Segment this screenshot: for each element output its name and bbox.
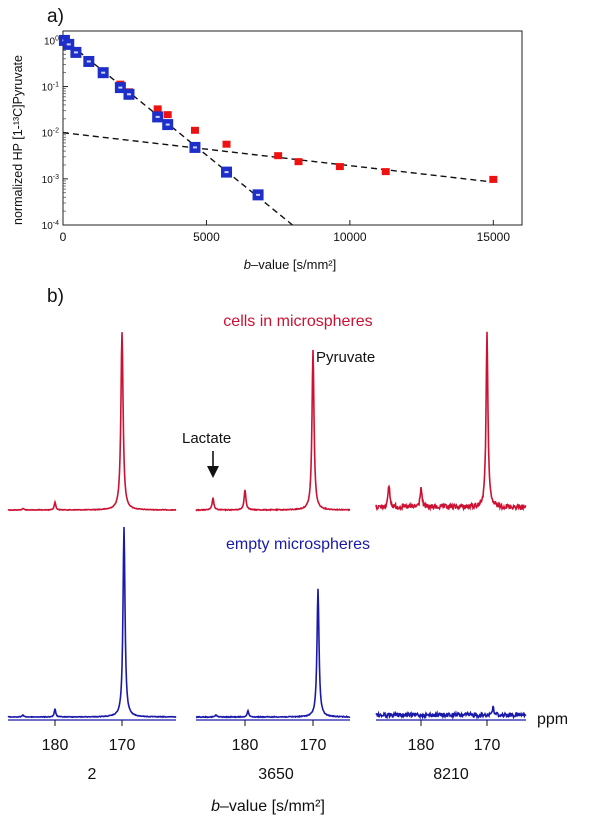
ppm-tick-label: 170 xyxy=(300,737,327,754)
pyruvate-annotation: Pyruvate xyxy=(316,349,375,366)
panel-a-label: a) xyxy=(47,6,64,27)
panel-b-xlabel: b–value [s/mm²] xyxy=(211,798,325,815)
panel-a-xlabel-rest: –value [s/mm²] xyxy=(251,257,336,272)
red-spectrum-b3650 xyxy=(195,349,351,512)
blue-data-point xyxy=(221,166,233,178)
panel-b-xlabel-italic: b xyxy=(211,798,220,815)
panel-a-plot: 0 5000 10000 15000 10-4 10-3 10-2 10-1 100 xyxy=(42,30,523,244)
blue-data-point xyxy=(63,38,75,50)
red-data-point xyxy=(222,140,231,148)
blue-data-point xyxy=(70,46,82,58)
lactate-annotation: Lactate xyxy=(182,430,231,447)
red-data-point xyxy=(489,175,498,183)
blue-spectrum-b2 xyxy=(7,526,177,719)
blue-data-point xyxy=(114,82,126,94)
red-data-point xyxy=(381,168,390,176)
red-data-point xyxy=(294,158,303,166)
red-data-point xyxy=(335,163,344,171)
b-value-label: 3650 xyxy=(258,766,294,783)
red-series-title: cells in microspheres xyxy=(223,313,372,330)
panel-a-ylabel: normalized HP [1-¹³C]Pyruvate xyxy=(11,55,25,225)
ppm-tick-label: 170 xyxy=(109,737,136,754)
y-tick-label: 10-4 xyxy=(42,220,59,232)
panel-b-label: b) xyxy=(47,286,64,307)
x-tick-label: 10000 xyxy=(333,230,367,244)
fit-line-2 xyxy=(62,132,494,183)
blue-spectrum-b3650 xyxy=(195,588,351,719)
panel-a-axes-frame xyxy=(62,30,523,226)
y-tick-label: 10-1 xyxy=(42,82,59,94)
blue-data-point xyxy=(152,111,164,123)
blue-data-point xyxy=(83,55,95,67)
ppm-tick-label: 170 xyxy=(474,737,501,754)
ppm-tick-label: 180 xyxy=(408,737,435,754)
panel-a-xlabel: b–value [s/mm²] xyxy=(244,257,336,272)
ppm-tick-label: 180 xyxy=(232,737,259,754)
blue-spectrum-b8210 xyxy=(375,705,527,721)
red-spectrum-b2 xyxy=(7,332,177,512)
y-tick-label: 100 xyxy=(44,35,59,47)
b-value-label: 2 xyxy=(88,766,97,783)
ppm-axis-label: ppm xyxy=(537,711,568,728)
lactate-arrow xyxy=(207,451,219,478)
ppm-tick-label: 180 xyxy=(42,737,69,754)
panel-a-xlabel-italic: b xyxy=(244,257,251,272)
y-tick-label: 10-2 xyxy=(42,128,59,140)
red-data-point xyxy=(153,105,162,113)
blue-data-point xyxy=(123,88,135,100)
blue-series-title: empty microspheres xyxy=(226,536,370,553)
panel-b-xlabel-rest: –value [s/mm²] xyxy=(220,798,325,815)
red-spectrum-b8210 xyxy=(375,331,527,512)
x-tick-label: 15000 xyxy=(477,230,511,244)
blue-data-point xyxy=(189,141,201,153)
y-tick-label: 10-3 xyxy=(42,174,59,186)
b-value-label: 8210 xyxy=(433,766,469,783)
blue-data-point xyxy=(162,119,174,131)
blue-data-point xyxy=(97,67,109,79)
x-tick-label: 5000 xyxy=(193,230,220,244)
red-data-point xyxy=(274,152,283,160)
red-data-point xyxy=(190,126,199,134)
x-tick-label: 0 xyxy=(60,230,67,244)
blue-data-point xyxy=(252,189,264,201)
red-data-point xyxy=(163,111,172,119)
